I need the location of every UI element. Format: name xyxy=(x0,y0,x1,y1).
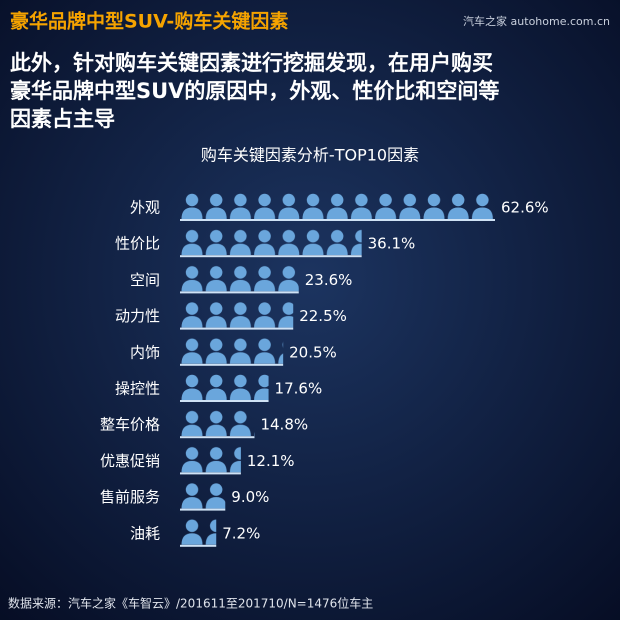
bar xyxy=(180,192,495,219)
bar xyxy=(180,336,284,364)
value-label: 7.2% xyxy=(222,524,260,542)
category-label: 空间 xyxy=(130,271,160,289)
value-label: 62.6% xyxy=(501,199,549,217)
bar-group xyxy=(180,192,495,221)
value-label: 22.5% xyxy=(299,307,347,325)
category-label: 动力性 xyxy=(115,307,160,325)
bar-group xyxy=(180,517,217,547)
subtitle-line: 此外，针对购车关键因素进行挖掘发现，在用户购买 xyxy=(10,51,493,75)
chart-title: 购车关键因素分析-TOP10因素 xyxy=(201,146,419,165)
bar xyxy=(180,517,217,545)
bar-group xyxy=(180,409,255,439)
bar-base xyxy=(180,472,241,475)
bar-base xyxy=(180,219,495,221)
bar xyxy=(180,409,255,437)
bar xyxy=(180,445,241,473)
bar-base xyxy=(180,436,255,439)
bar-group xyxy=(180,300,294,330)
subtitle-line: 豪华品牌中型SUV的原因中，外观、性价比和空间等 xyxy=(10,79,499,103)
bar-group xyxy=(180,336,284,366)
bar-base xyxy=(180,327,294,330)
source: 数据来源：汽车之家《车智云》/201611至201710/N=1476位车主 xyxy=(8,596,373,611)
category-label: 性价比 xyxy=(115,235,160,253)
bar xyxy=(180,264,299,292)
category-label: 售前服务 xyxy=(100,488,160,506)
bar-group xyxy=(180,445,241,475)
bar-base xyxy=(180,255,362,258)
bar xyxy=(180,228,362,256)
bar-group xyxy=(180,228,362,258)
value-label: 17.6% xyxy=(275,380,323,398)
bar-base xyxy=(180,508,226,511)
header-title: 豪华品牌中型SUV-购车关键因素 xyxy=(10,10,288,33)
value-label: 9.0% xyxy=(231,488,269,506)
bar-group xyxy=(180,481,226,511)
category-label: 操控性 xyxy=(115,380,160,398)
category-label: 整车价格 xyxy=(100,416,160,434)
bar xyxy=(180,373,269,400)
category-label: 油耗 xyxy=(130,524,160,542)
value-label: 14.8% xyxy=(260,416,308,434)
bar-group xyxy=(180,264,299,294)
category-label: 外观 xyxy=(130,199,160,217)
value-label: 23.6% xyxy=(305,271,353,289)
value-label: 36.1% xyxy=(368,235,416,253)
bar xyxy=(180,481,226,509)
bar-base xyxy=(180,291,299,294)
bar-base xyxy=(180,544,217,547)
value-label: 12.1% xyxy=(247,452,295,470)
bar-base xyxy=(180,400,269,402)
category-label: 内饰 xyxy=(130,343,160,361)
bar-group xyxy=(180,373,269,402)
bar xyxy=(180,300,294,328)
watermark: 汽车之家 autohome.com.cn xyxy=(463,14,610,28)
subtitle-line: 因素占主导 xyxy=(10,107,115,131)
category-label: 优惠促销 xyxy=(100,452,160,470)
bar-base xyxy=(180,363,284,366)
value-label: 20.5% xyxy=(289,343,337,361)
